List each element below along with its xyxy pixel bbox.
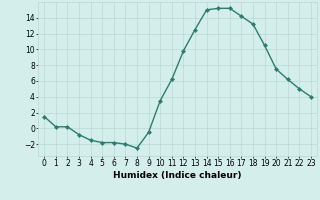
X-axis label: Humidex (Indice chaleur): Humidex (Indice chaleur) [113, 171, 242, 180]
